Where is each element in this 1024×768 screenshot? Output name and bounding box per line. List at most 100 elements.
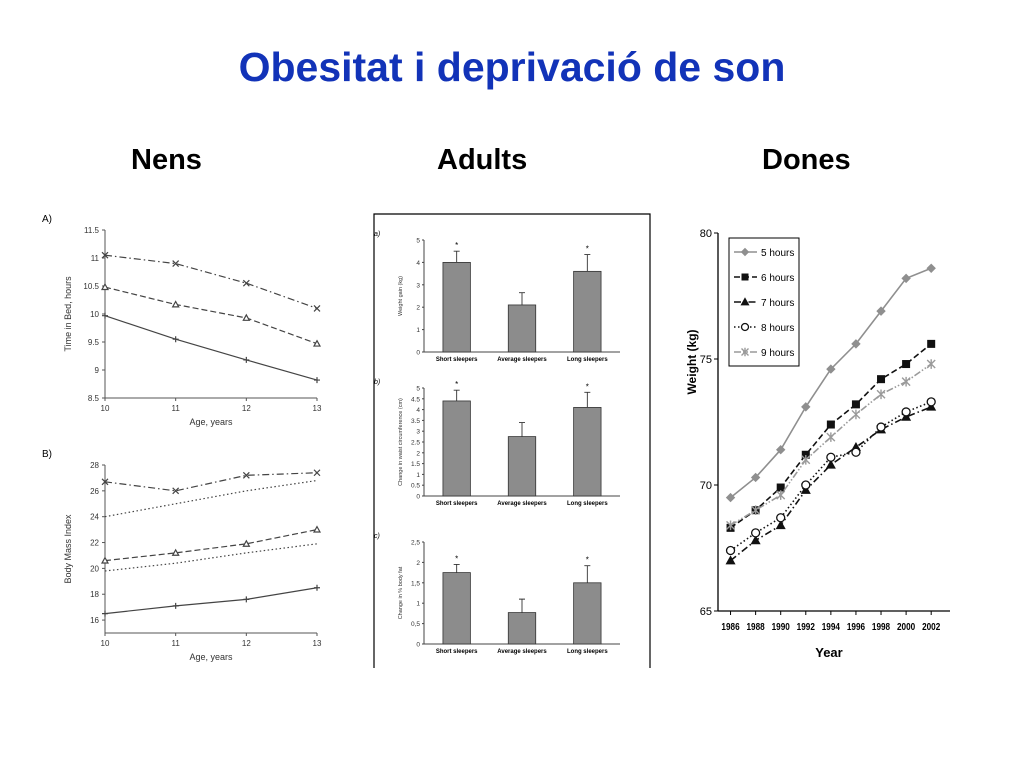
- data-point: [776, 490, 786, 500]
- y-axis-label: Weight gain (kg): [398, 276, 404, 316]
- legend-label: 7 hours: [761, 298, 794, 309]
- legend-swatch-marker: [740, 297, 750, 306]
- legend-swatch-marker: [740, 322, 750, 332]
- y-tick-label: 5: [416, 238, 420, 245]
- x-tick-label: 1986: [721, 621, 739, 632]
- error-bar: [519, 292, 525, 305]
- x-tick-label: 13: [313, 404, 322, 413]
- bar: [573, 582, 602, 645]
- y-tick-label: 1,5: [411, 580, 420, 587]
- data-point: [775, 445, 786, 455]
- bar: [507, 304, 537, 353]
- panel-label: B): [42, 449, 52, 460]
- data-point: [901, 376, 911, 387]
- data-point: [242, 539, 251, 547]
- data-point: [776, 513, 786, 523]
- panel-label: a): [374, 231, 380, 238]
- y-tick-label: 11.5: [84, 226, 100, 235]
- y-tick-label: 80: [700, 228, 712, 240]
- legend: 5 hours 6 hours 7 hours 8 hours 9 hours: [728, 237, 800, 367]
- bar: [573, 270, 602, 353]
- data-point: [826, 452, 836, 462]
- column-title-women: Dones: [762, 144, 851, 176]
- data-point: [171, 300, 180, 308]
- error-bar: [453, 389, 460, 401]
- x-tick-label: 12: [242, 404, 251, 413]
- data-point: [100, 282, 110, 291]
- legend-label: 9 hours: [761, 348, 794, 359]
- x-category-label: Short sleepers: [436, 357, 478, 363]
- significance-mark: *: [455, 554, 458, 563]
- chart-adults-c: c) 0 0,5 1 1,5 2 2,5 Change in % body fat * Short…: [374, 533, 620, 655]
- data-point: [172, 602, 179, 609]
- data-point: [826, 364, 836, 374]
- y-axis-label: Body Mass Index: [63, 514, 73, 584]
- adults-figure: a) 0 1 2 3 4 5 Weight gain (kg) * Short sleepers A…: [373, 213, 651, 668]
- data-point: [825, 459, 836, 469]
- data-point: [242, 471, 250, 479]
- y-tick-label: 3: [416, 429, 420, 436]
- data-point: [313, 304, 321, 312]
- x-tick-label: 1990: [772, 621, 790, 632]
- y-tick-label: 0.5: [411, 483, 420, 490]
- column-title-adults: Adults: [437, 144, 528, 176]
- y-tick-label: 2: [416, 560, 420, 567]
- data-point: [314, 377, 320, 384]
- adults-frame: [373, 213, 651, 668]
- y-tick-label: 1: [416, 601, 420, 608]
- legend-swatch-marker: [741, 347, 749, 357]
- data-point: [313, 469, 321, 477]
- y-tick-label: 2.5: [411, 440, 420, 447]
- data-point: [314, 584, 320, 591]
- bar: [573, 407, 602, 497]
- y-tick-label: 1: [416, 327, 420, 334]
- y-tick-label: 24: [90, 513, 99, 522]
- legend-label: 6 hours: [761, 273, 794, 284]
- x-tick-label: 2000: [897, 621, 915, 632]
- data-point: [312, 339, 322, 347]
- bar: [442, 400, 471, 497]
- x-tick-label: 1994: [822, 621, 841, 632]
- data-point: [171, 548, 180, 556]
- bar: [442, 572, 471, 645]
- error-bar: [453, 250, 460, 263]
- significance-mark: *: [586, 245, 589, 254]
- y-tick-label: 9.5: [88, 338, 100, 347]
- data-point: [102, 312, 108, 319]
- bar: [507, 436, 537, 497]
- y-tick-label: 3.5: [411, 418, 420, 425]
- series-line-2: [104, 529, 318, 562]
- y-axis-label: Time in Bed, hours: [63, 276, 73, 352]
- error-bar: [519, 598, 525, 613]
- x-tick-label: 13: [313, 639, 322, 648]
- significance-mark: *: [455, 241, 458, 250]
- y-tick-label: 0: [416, 494, 420, 501]
- x-category-label: Long sleepers: [567, 357, 608, 363]
- y-tick-label: 18: [90, 590, 99, 599]
- error-bar: [584, 391, 591, 408]
- data-point: [926, 359, 936, 369]
- data-point: [926, 263, 936, 273]
- bar: [507, 612, 537, 645]
- panel-label: A): [42, 214, 52, 225]
- y-tick-label: 0,5: [411, 621, 420, 628]
- data-point: [876, 422, 886, 432]
- data-point: [776, 483, 785, 492]
- series-line-4: [104, 587, 318, 615]
- y-tick-label: 16: [90, 616, 99, 625]
- data-point: [901, 273, 911, 284]
- x-category-label: Average sleepers: [497, 649, 547, 655]
- y-tick-label: 4.5: [411, 396, 420, 403]
- data-point: [851, 447, 861, 457]
- data-point: [851, 400, 860, 409]
- data-point: [901, 407, 911, 417]
- series-line-0: [104, 472, 318, 492]
- x-tick-label: 1998: [872, 621, 890, 632]
- error-bar: [453, 563, 460, 573]
- significance-mark: *: [586, 556, 589, 565]
- x-tick-label: 1996: [847, 621, 865, 632]
- x-axis-label: Year: [815, 645, 842, 660]
- data-point: [876, 389, 886, 400]
- data-point: [726, 520, 736, 531]
- series-line-1: [104, 286, 318, 345]
